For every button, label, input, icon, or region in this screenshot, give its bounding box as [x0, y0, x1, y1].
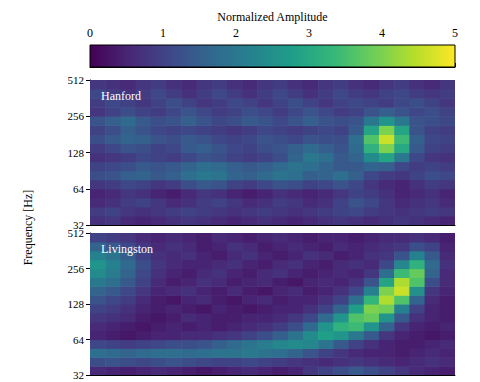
svg-text:0: 0: [87, 26, 93, 40]
svg-text:512: 512: [68, 74, 85, 86]
svg-text:256: 256: [68, 110, 85, 122]
svg-text:Hanford: Hanford: [101, 89, 141, 103]
svg-text:32: 32: [73, 219, 84, 231]
svg-text:128: 128: [68, 298, 85, 310]
svg-text:64: 64: [73, 334, 85, 346]
svg-text:4: 4: [379, 26, 385, 40]
svg-text:128: 128: [68, 147, 85, 159]
svg-text:Normalized Amplitude: Normalized Amplitude: [217, 10, 327, 24]
svg-text:1: 1: [160, 26, 166, 40]
svg-text:512: 512: [68, 227, 85, 239]
svg-text:Frequency [Hz]: Frequency [Hz]: [21, 190, 35, 266]
svg-text:64: 64: [73, 183, 85, 195]
svg-text:Livingston: Livingston: [101, 242, 153, 256]
svg-text:3: 3: [306, 26, 312, 40]
svg-text:2: 2: [233, 26, 239, 40]
svg-text:256: 256: [68, 263, 85, 275]
svg-text:32: 32: [73, 369, 84, 381]
svg-text:5: 5: [452, 26, 458, 40]
